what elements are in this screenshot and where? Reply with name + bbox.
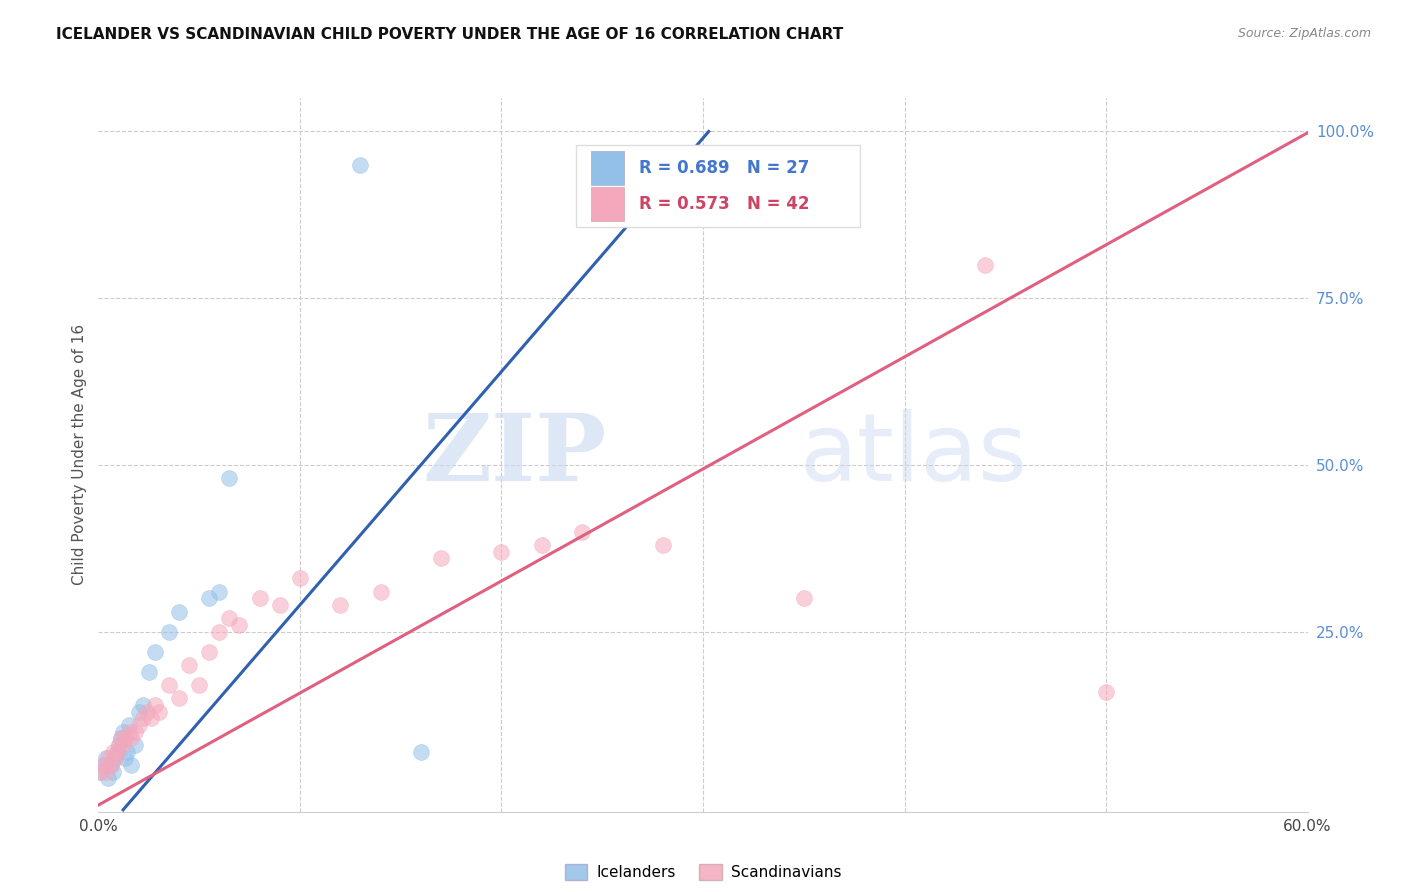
Point <box>89 764 111 779</box>
Point <box>132 711 155 725</box>
Point <box>118 718 141 732</box>
Y-axis label: Child Poverty Under the Age of 16: Child Poverty Under the Age of 16 <box>72 325 87 585</box>
Point <box>89 764 111 779</box>
Point <box>157 624 180 639</box>
Text: R = 0.573   N = 42: R = 0.573 N = 42 <box>638 194 810 212</box>
Point <box>167 605 190 619</box>
Point <box>269 598 291 612</box>
Point <box>103 751 125 765</box>
Text: R = 0.689   N = 27: R = 0.689 N = 27 <box>638 159 810 177</box>
Point <box>793 591 815 606</box>
Point <box>96 751 118 765</box>
Point <box>100 758 122 772</box>
Point <box>124 724 146 739</box>
Point <box>128 705 150 719</box>
Point <box>111 738 134 752</box>
Point <box>208 624 231 639</box>
Point <box>208 584 231 599</box>
Point <box>107 738 129 752</box>
Point <box>143 698 166 712</box>
Point <box>103 751 125 765</box>
Point <box>430 551 453 566</box>
Point <box>135 705 157 719</box>
Point <box>409 745 432 759</box>
Point <box>349 158 371 172</box>
FancyBboxPatch shape <box>576 145 860 227</box>
Text: Source: ZipAtlas.com: Source: ZipAtlas.com <box>1237 27 1371 40</box>
Point <box>105 745 128 759</box>
Point <box>198 645 221 659</box>
Point <box>148 705 170 719</box>
Point <box>198 591 221 606</box>
Point <box>93 758 115 772</box>
Point <box>101 745 124 759</box>
Point <box>120 731 142 746</box>
Point <box>110 731 132 746</box>
Point <box>218 611 240 625</box>
Point <box>329 598 352 612</box>
Point <box>124 738 146 752</box>
Point <box>491 544 513 558</box>
Point <box>228 618 250 632</box>
Legend: Icelanders, Scandinavians: Icelanders, Scandinavians <box>558 858 848 886</box>
Text: ICELANDER VS SCANDINAVIAN CHILD POVERTY UNDER THE AGE OF 16 CORRELATION CHART: ICELANDER VS SCANDINAVIAN CHILD POVERTY … <box>56 27 844 42</box>
Point <box>128 718 150 732</box>
Point <box>138 665 160 679</box>
Point <box>157 678 180 692</box>
Point <box>115 745 138 759</box>
Point <box>111 724 134 739</box>
Point <box>107 738 129 752</box>
Point <box>218 471 240 485</box>
Text: ZIP: ZIP <box>422 410 606 500</box>
FancyBboxPatch shape <box>591 151 624 186</box>
Point <box>974 258 997 272</box>
Point <box>143 645 166 659</box>
Point <box>114 731 136 746</box>
Point <box>188 678 211 692</box>
Point <box>651 538 673 552</box>
Point <box>110 731 132 746</box>
Point <box>249 591 271 606</box>
Point <box>96 764 118 779</box>
Point <box>370 584 392 599</box>
Point <box>530 538 553 552</box>
Point <box>167 691 190 706</box>
Point <box>114 751 136 765</box>
Text: atlas: atlas <box>800 409 1028 501</box>
Point <box>105 745 128 759</box>
Point <box>179 658 201 673</box>
Point <box>571 524 593 539</box>
Point <box>97 772 120 786</box>
Point <box>1095 684 1118 698</box>
Point <box>93 758 115 772</box>
Point <box>139 711 162 725</box>
Point <box>100 758 122 772</box>
Point <box>101 764 124 779</box>
FancyBboxPatch shape <box>591 186 624 221</box>
Point <box>288 571 311 585</box>
Point <box>132 698 155 712</box>
Point <box>97 751 120 765</box>
Point <box>120 758 142 772</box>
Point <box>118 724 141 739</box>
